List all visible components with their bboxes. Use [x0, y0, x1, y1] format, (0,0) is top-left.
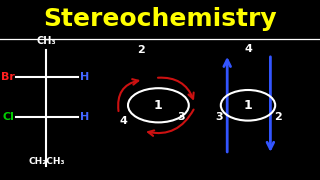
Text: CH₂CH₃: CH₂CH₃ — [28, 158, 65, 166]
Text: H: H — [80, 71, 89, 82]
Text: 2: 2 — [275, 112, 282, 122]
Text: H: H — [80, 112, 89, 122]
Text: 4: 4 — [119, 116, 127, 126]
Text: Cl: Cl — [2, 112, 14, 122]
Text: CH₃: CH₃ — [36, 36, 56, 46]
Text: 3: 3 — [177, 112, 185, 122]
Text: 1: 1 — [244, 99, 252, 112]
Text: 1: 1 — [154, 99, 163, 112]
Text: 4: 4 — [244, 44, 252, 54]
Text: 2: 2 — [137, 45, 145, 55]
Text: 3: 3 — [215, 112, 223, 122]
Text: Stereochemistry: Stereochemistry — [43, 7, 277, 31]
Text: Br: Br — [1, 71, 15, 82]
